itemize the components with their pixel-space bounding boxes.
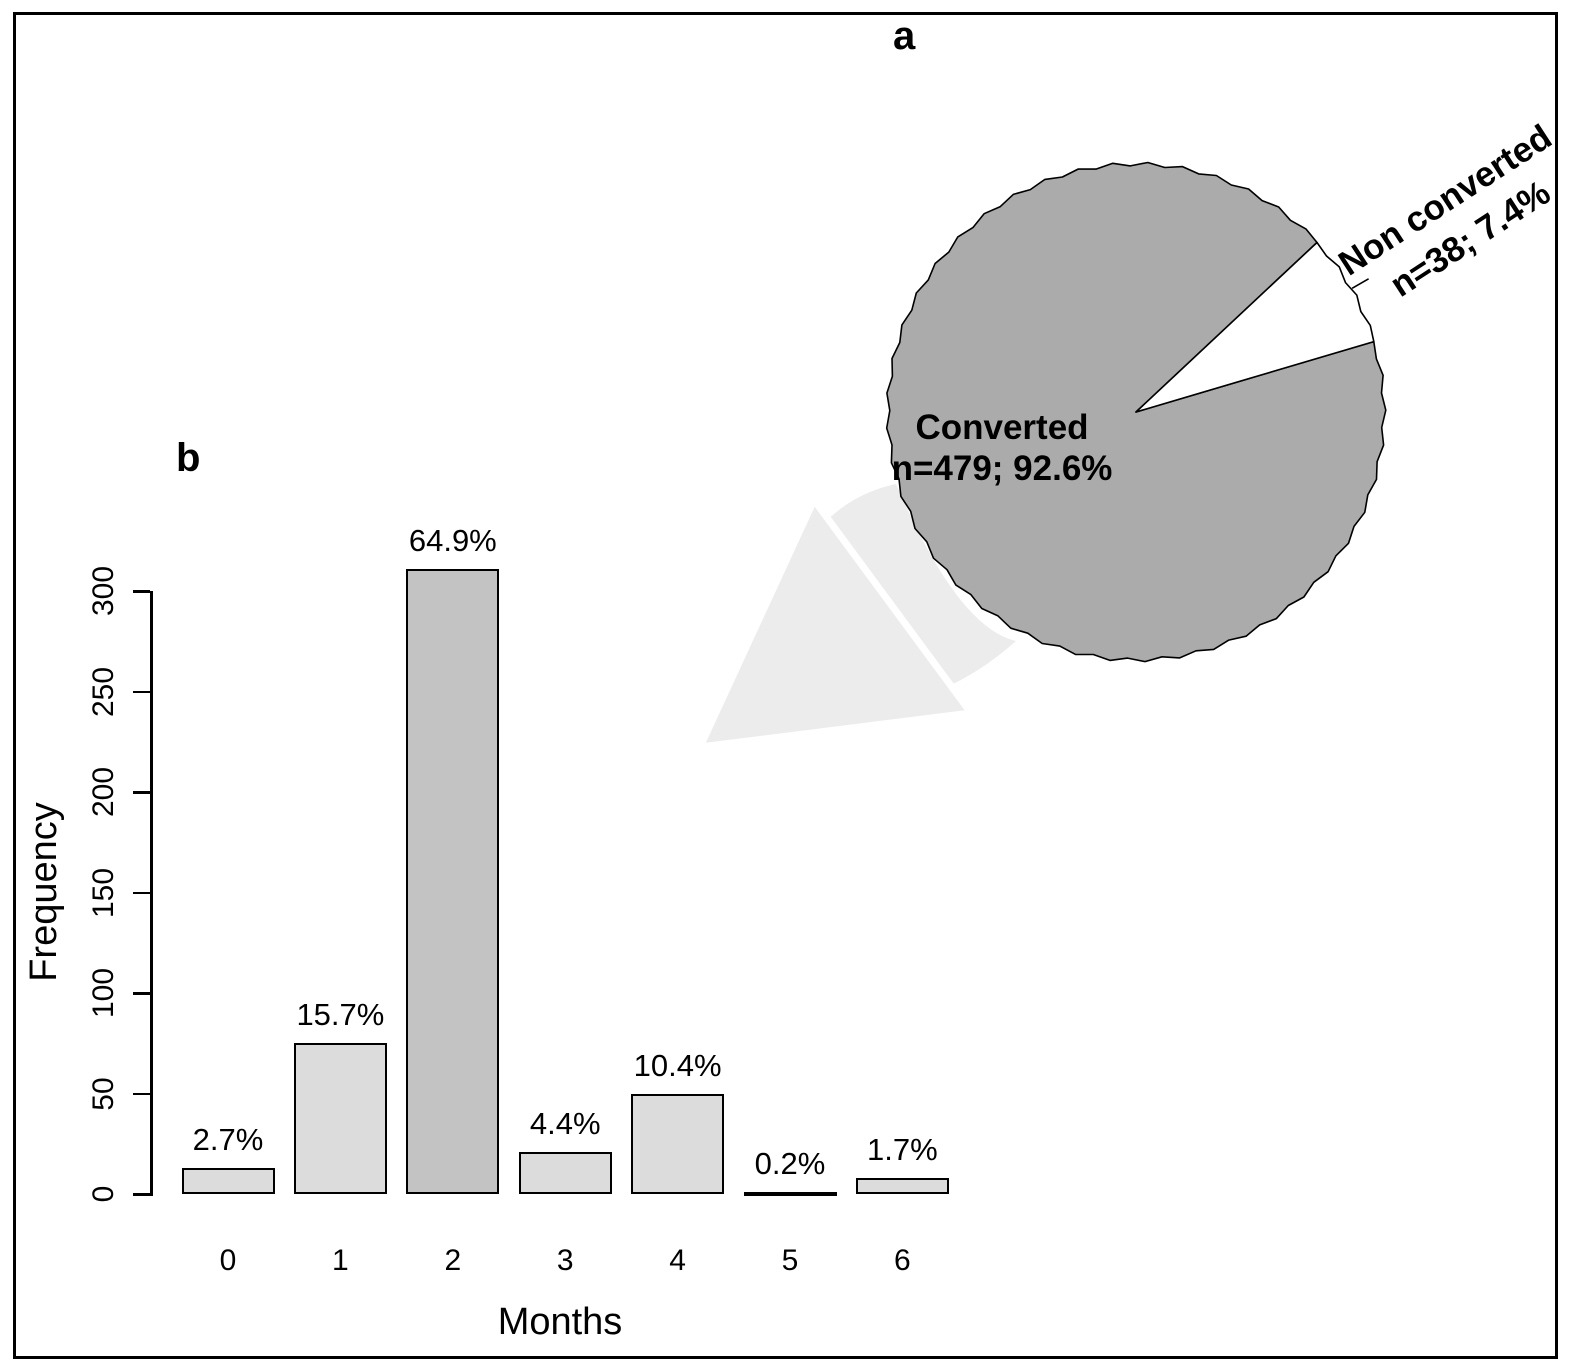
y-axis-tick: [133, 1092, 150, 1095]
pie-chart: [885, 161, 1387, 663]
y-axis-tick: [133, 1193, 150, 1196]
figure-border: [13, 12, 1558, 1359]
y-axis-tick: [133, 590, 150, 593]
bar-value-label: 2.7%: [192, 1121, 264, 1157]
bar-month-3: [518, 1151, 612, 1194]
x-axis-tick-label: 5: [781, 1244, 799, 1277]
y-axis-title: Frequency: [23, 802, 65, 982]
y-axis-tick: [133, 791, 150, 794]
pie-slice-label-converted: Converted n=479; 92.6%: [872, 407, 1132, 489]
bar-month-5: [743, 1191, 837, 1196]
pie-slice-label-converted-value: n=479; 92.6%: [891, 449, 1113, 488]
x-axis-tick-label: 4: [669, 1244, 686, 1277]
y-axis-tick-label: 300: [87, 565, 120, 617]
x-axis-title: Months: [497, 1301, 623, 1343]
bar-value-label: 0.2%: [754, 1145, 826, 1181]
y-axis-tick: [133, 992, 150, 995]
bar-month-2: [406, 568, 500, 1194]
pie-slice-label-converted-name: Converted: [915, 408, 1089, 447]
bar-value-label: 1.7%: [867, 1131, 938, 1167]
y-axis-tick: [133, 891, 150, 894]
bar-month-1: [293, 1043, 387, 1194]
panel-a-label: a: [893, 14, 916, 58]
bar-month-6: [855, 1177, 949, 1194]
bar-value-label: 64.9%: [408, 522, 497, 558]
y-axis-line: [150, 591, 153, 1196]
x-axis-tick-label: 3: [556, 1244, 574, 1277]
bar-value-label: 4.4%: [529, 1105, 601, 1141]
x-axis-tick-label: 6: [894, 1244, 911, 1277]
bar-month-0: [181, 1167, 275, 1194]
pie-leader-line: [1351, 278, 1369, 289]
panel-b-label: b: [176, 436, 201, 480]
bar-value-label: 15.7%: [296, 997, 385, 1033]
bar-month-4: [631, 1093, 725, 1194]
x-axis-tick-label: 2: [444, 1244, 462, 1277]
pie-slice-nonconverted: [1135, 241, 1375, 413]
y-axis-tick: [133, 690, 150, 693]
flow-arrow-head: [696, 496, 975, 751]
x-axis-tick-label: 0: [219, 1244, 237, 1277]
bar-value-label: 10.4%: [633, 1047, 722, 1083]
x-axis-tick-label: 1: [332, 1244, 349, 1277]
